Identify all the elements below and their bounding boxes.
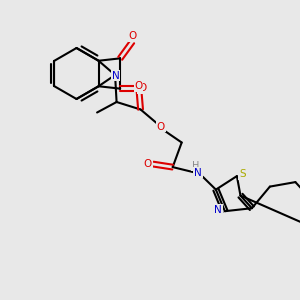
Text: O: O (129, 32, 137, 41)
Text: S: S (239, 169, 246, 179)
Text: N: N (214, 205, 222, 215)
Text: O: O (157, 122, 165, 132)
Text: O: O (138, 83, 146, 93)
Text: N: N (194, 167, 202, 178)
Text: N: N (112, 70, 120, 81)
Text: O: O (144, 158, 152, 169)
Text: O: O (134, 81, 142, 91)
Text: H: H (192, 160, 200, 171)
